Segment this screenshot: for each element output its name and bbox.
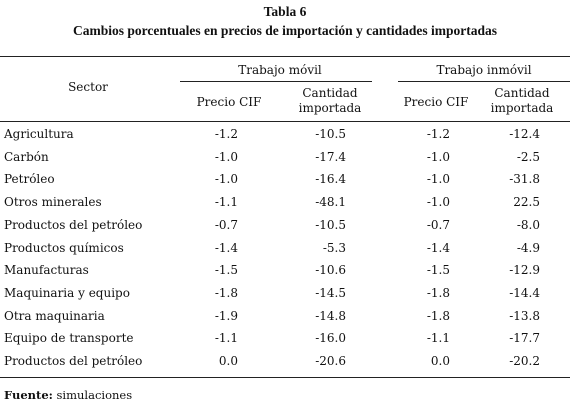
row-mob-qty: -10.5 <box>315 127 346 141</box>
header-price-movil: Precio CIF <box>196 95 262 109</box>
table-row: Productos del petróleo 0.0 -20.6 0.0 -20.2 <box>0 350 570 372</box>
row-imm-qty: -13.8 <box>509 308 540 323</box>
row-mob-price: -1.5 <box>214 263 238 278</box>
row-mob-price: -1.2 <box>214 127 238 141</box>
row-imm-price: -1.8 <box>426 285 450 300</box>
table-row: Otros minerales -1.1 -48.1 -1.0 22.5 <box>0 191 570 213</box>
row-sector: Otra maquinaria <box>4 308 105 323</box>
row-sector: Productos químicos <box>4 240 124 255</box>
row-imm-qty: -12.9 <box>509 263 540 278</box>
header-qty-movil-line2: importada <box>298 101 362 115</box>
row-mob-price: 0.0 <box>218 354 238 368</box>
row-mob-qty: -16.0 <box>315 331 346 346</box>
header-qty-inmovil-line2: importada <box>490 101 554 115</box>
row-mob-price: -1.1 <box>214 331 238 346</box>
header-qty-movil: Cantidad importada <box>290 86 370 116</box>
row-sector: Productos del petróleo <box>4 217 143 232</box>
row-sector: Otros minerales <box>4 195 102 210</box>
table-title: Tabla 6 <box>263 4 307 19</box>
row-sector: Equipo de transporte <box>4 331 134 346</box>
header-qty-inmovil-line1: Cantidad <box>494 86 550 100</box>
table-row: Otra maquinaria -1.9 -14.8 -1.8 -13.8 <box>0 305 570 327</box>
row-imm-price: -1.2 <box>426 127 450 141</box>
row-mob-price: -0.7 <box>214 217 238 232</box>
row-mob-qty: -17.4 <box>315 149 346 164</box>
table-row: Manufacturas -1.5 -10.6 -1.5 -12.9 <box>0 259 570 281</box>
row-imm-qty: -31.8 <box>509 172 540 187</box>
row-mob-price: -1.8 <box>214 285 238 300</box>
row-sector: Carbón <box>4 149 49 164</box>
row-mob-price: -1.9 <box>214 308 238 323</box>
row-sector: Productos del petróleo <box>4 354 143 368</box>
row-imm-price: -1.0 <box>426 195 450 210</box>
row-imm-qty: -4.9 <box>516 240 540 255</box>
row-mob-price: -1.4 <box>214 240 238 255</box>
row-mob-qty: -48.1 <box>315 195 346 210</box>
row-mob-qty: -10.5 <box>315 217 346 232</box>
row-imm-price: -1.1 <box>426 331 450 346</box>
source-label: Fuente: <box>4 388 53 402</box>
row-imm-price: -1.5 <box>426 263 450 278</box>
row-imm-qty: -17.7 <box>509 331 540 346</box>
row-mob-qty: -5.3 <box>322 240 346 255</box>
table-row: Petróleo -1.0 -16.4 -1.0 -31.8 <box>0 168 570 190</box>
row-imm-qty: -20.2 <box>509 354 540 368</box>
row-mob-price: -1.0 <box>214 172 238 187</box>
table-row: Equipo de transporte -1.1 -16.0 -1.1 -17.7 <box>0 327 570 349</box>
row-imm-price: -1.8 <box>426 308 450 323</box>
row-imm-price: 0.0 <box>430 354 450 368</box>
row-imm-qty: -8.0 <box>516 217 540 232</box>
header-group-trabajo-inmovil: Trabajo inmóvil <box>436 63 532 77</box>
row-imm-qty: -12.4 <box>509 127 540 141</box>
row-imm-qty: 22.5 <box>513 195 540 210</box>
header-sector: Sector <box>68 80 108 94</box>
table-row: Productos químicos -1.4 -5.3 -1.4 -4.9 <box>0 237 570 259</box>
row-sector: Manufacturas <box>4 263 89 278</box>
source-text: simulaciones <box>52 388 133 402</box>
table-row: Productos del petróleo -0.7 -10.5 -0.7 -8.0 <box>0 214 570 236</box>
row-imm-qty: -14.4 <box>509 285 540 300</box>
row-sector: Agricultura <box>4 127 74 141</box>
row-mob-price: -1.1 <box>214 195 238 210</box>
header-rule <box>0 121 570 122</box>
row-imm-price: -1.0 <box>426 172 450 187</box>
header-qty-movil-line1: Cantidad <box>302 86 358 100</box>
header-qty-inmovil: Cantidad importada <box>482 86 562 116</box>
header-group-trabajo-movil: Trabajo móvil <box>238 63 322 77</box>
row-mob-qty: -16.4 <box>315 172 346 187</box>
top-rule <box>0 56 570 57</box>
row-imm-price: -0.7 <box>426 217 450 232</box>
row-mob-qty: -10.6 <box>315 263 346 278</box>
row-imm-price: -1.4 <box>426 240 450 255</box>
row-imm-price: -1.0 <box>426 149 450 164</box>
row-sector: Maquinaria y equipo <box>4 285 130 300</box>
table-source: Fuente: simulaciones <box>4 388 132 402</box>
header-price-inmovil: Precio CIF <box>403 95 469 109</box>
group-rule-movil <box>180 81 372 82</box>
group-rule-inmovil <box>398 81 570 82</box>
table-row: Agricultura -1.2 -10.5 -1.2 -12.4 <box>0 123 570 145</box>
bottom-rule <box>0 377 570 378</box>
row-mob-qty: -14.8 <box>315 308 346 323</box>
table-row: Maquinaria y equipo -1.8 -14.5 -1.8 -14.4 <box>0 282 570 304</box>
table-subtitle: Cambios porcentuales en precios de impor… <box>72 23 497 38</box>
row-sector: Petróleo <box>4 172 55 187</box>
row-mob-price: -1.0 <box>214 149 238 164</box>
row-imm-qty: -2.5 <box>516 149 540 164</box>
row-mob-qty: -20.6 <box>315 354 346 368</box>
row-mob-qty: -14.5 <box>315 285 346 300</box>
table-row: Carbón -1.0 -17.4 -1.0 -2.5 <box>0 146 570 168</box>
